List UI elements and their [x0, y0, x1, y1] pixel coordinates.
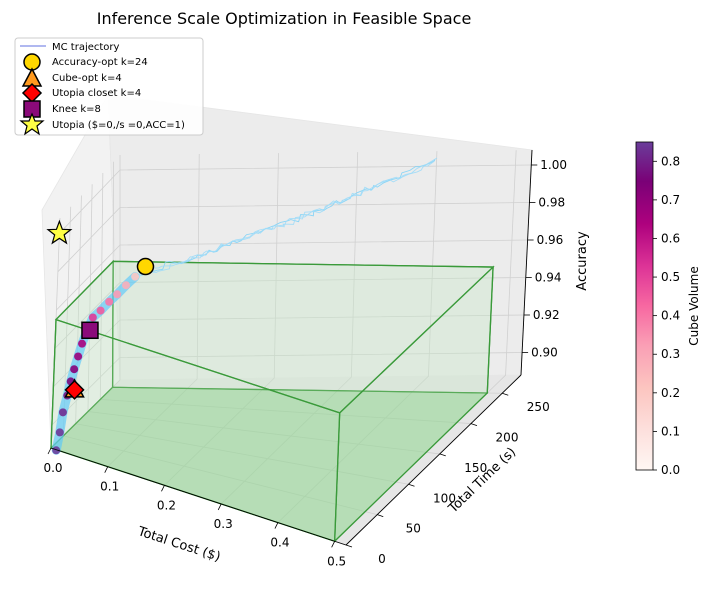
y-tick-mark: [345, 544, 353, 548]
axis-ticks: 0.0 0.1 0.2 0.3 0.4 0.5 0 50 100 150 200 250 0.90 0.9…: [43, 158, 567, 568]
scatter-point: [113, 290, 122, 299]
x-tick-mark: [104, 466, 109, 473]
z-axis-label: Accuracy: [575, 231, 590, 291]
accuracy-opt-marker: [136, 257, 155, 276]
legend-label-cube-opt: Cube-opt k=4: [52, 73, 122, 84]
z-gridline: [57, 202, 530, 272]
scatter-point: [58, 408, 67, 417]
x-tick-label: 0.5: [327, 554, 346, 568]
legend-label-knee: Knee k=8: [52, 104, 101, 115]
z-gridline: [59, 164, 532, 234]
z-axis-line: [520, 149, 533, 376]
colorbar-tick-label: 0.7: [661, 193, 680, 207]
scatter-point: [96, 306, 105, 315]
x-tick-label: 0.3: [214, 517, 233, 531]
x-axis-line: [50, 447, 347, 546]
x-axis-label: Total Cost ($): [135, 524, 222, 565]
colorbar-tick-label: 0.1: [661, 424, 680, 438]
z-gridline: [56, 239, 528, 311]
scatter-point: [131, 272, 140, 281]
mc-trajectory-line: [132, 160, 435, 279]
legend-label-trajectory: MC trajectory: [52, 42, 120, 53]
y-tick-label: 0: [378, 552, 386, 566]
legend-label-utopia-closest: Utopia closet k=4: [52, 88, 141, 99]
x-tick-mark: [47, 447, 52, 455]
scatter-point: [122, 281, 131, 290]
legend-star-icon: [19, 112, 45, 136]
y-tick-label: 100: [433, 491, 456, 505]
x-tick-label: 0.0: [43, 461, 62, 475]
y-tick-label: 50: [406, 522, 421, 536]
special-markers: [46, 219, 155, 400]
y-axis-label: Total Time (s): [445, 445, 519, 517]
legend-label-accuracy-opt: Accuracy-opt k=24: [52, 57, 148, 68]
x-tick-label: 0.4: [270, 536, 289, 550]
chart-title: Inference Scale Optimization in Feasible…: [97, 9, 472, 28]
legend-frame: [14, 37, 204, 136]
colorbar-tick-label: 0.5: [661, 270, 680, 284]
y-axis-line: [345, 374, 522, 546]
colorbar-tick-label: 0.0: [661, 463, 680, 477]
feasible-box: [50, 259, 495, 543]
scatter-point: [88, 313, 97, 322]
utopia-marker: [46, 219, 73, 245]
colorbar-tick-label: 0.3: [661, 347, 680, 361]
x-tick-mark: [331, 541, 336, 548]
z-tick-label: 1.00: [540, 158, 567, 172]
colorbar-ticks: 0.0 0.1 0.2 0.3 0.4 0.5 0.6 0.7 0.8: [653, 154, 680, 477]
colorbar-tick-label: 0.8: [661, 154, 680, 168]
y-tick-mark: [502, 392, 509, 396]
colorbar-tick-label: 0.6: [661, 231, 680, 245]
y-tick-label: 200: [496, 431, 519, 445]
z-tick-label: 0.94: [535, 271, 562, 285]
x-tick-mark: [161, 485, 165, 492]
scatter-point: [55, 428, 64, 437]
colorbar-label: Cube Volume: [687, 266, 701, 345]
x-tick-mark: [274, 522, 279, 529]
y-tick-label: 150: [464, 461, 487, 475]
x-tick-label: 0.1: [100, 480, 119, 494]
scatter-point: [70, 365, 79, 374]
knee-marker: [81, 321, 99, 340]
y-tick-mark: [408, 483, 415, 487]
plot-3d: 0.0 0.1 0.2 0.3 0.4 0.5 0 50 100 150 200 250 0.90 0.9…: [41, 93, 590, 568]
colorbar-tick-label: 0.2: [661, 386, 680, 400]
z-tick-label: 0.96: [537, 233, 564, 247]
legend: MC trajectory Accuracy-opt k=24 Cube-opt…: [14, 37, 204, 136]
scatter-point: [78, 339, 87, 348]
colorbar: 0.0 0.1 0.2 0.3 0.4 0.5 0.6 0.7 0.8 Cube Volume: [635, 141, 701, 477]
utopia-closest-marker: [64, 379, 85, 400]
x-tick-mark: [217, 503, 222, 511]
scatter-point: [105, 297, 114, 306]
z-tick-label: 0.90: [531, 346, 558, 360]
z-tick-label: 0.92: [533, 308, 560, 322]
y-tick-label: 250: [527, 400, 550, 414]
colorbar-tick-label: 0.4: [661, 309, 680, 323]
y-tick-mark: [377, 514, 384, 518]
z-gridline: [51, 352, 523, 426]
scatter-point: [52, 446, 61, 455]
x-tick-label: 0.2: [157, 498, 176, 512]
y-tick-mark: [439, 453, 446, 457]
legend-label-utopia: Utopia ($=0,/s =0,ACC=1): [52, 120, 185, 131]
colorbar-gradient: [635, 141, 654, 471]
z-tick-label: 0.98: [538, 196, 565, 210]
y-tick-mark: [470, 423, 478, 426]
scatter-point: [74, 352, 83, 361]
